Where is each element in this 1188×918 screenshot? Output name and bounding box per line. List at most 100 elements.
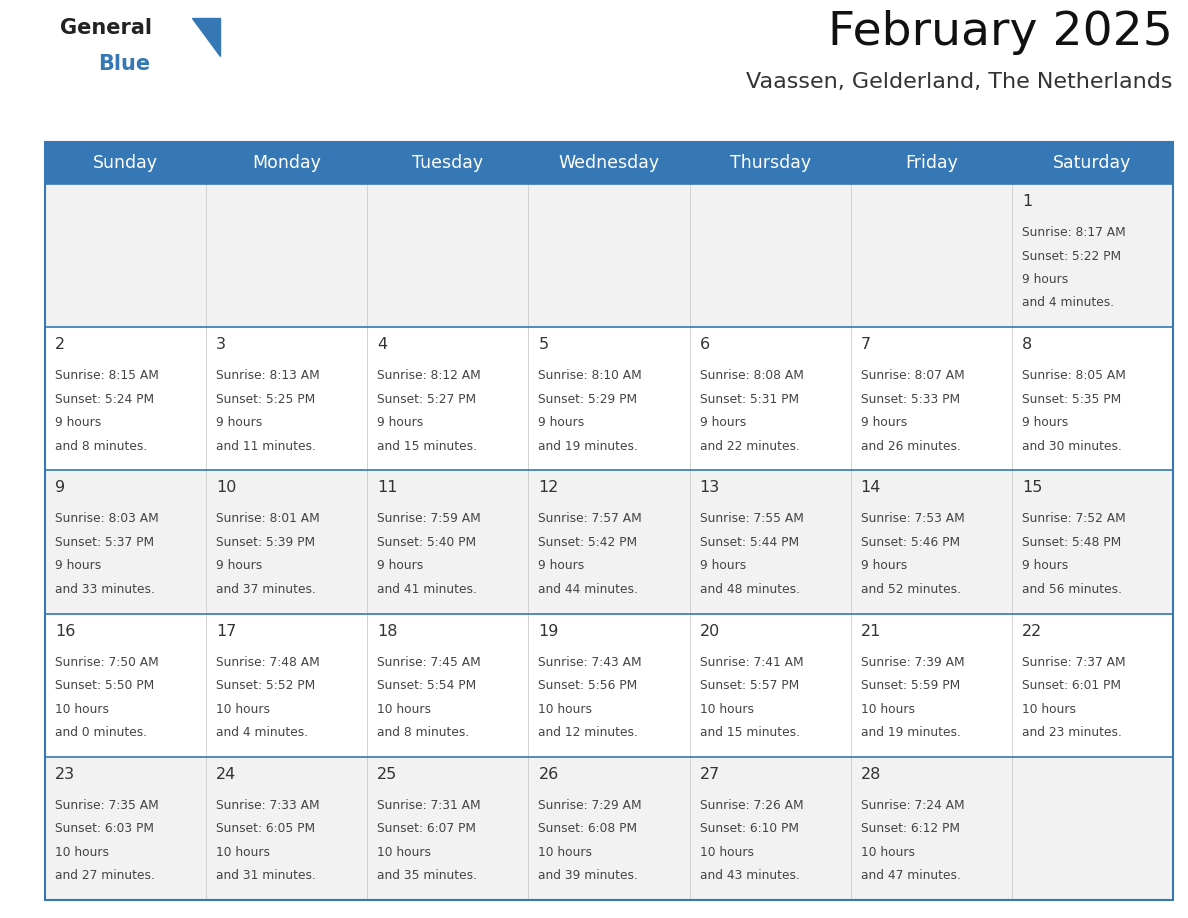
Text: Sunrise: 7:39 AM: Sunrise: 7:39 AM <box>861 655 965 668</box>
Text: and 11 minutes.: and 11 minutes. <box>216 440 316 453</box>
Text: 24: 24 <box>216 767 236 782</box>
Text: Sunrise: 7:55 AM: Sunrise: 7:55 AM <box>700 512 803 525</box>
Text: and 23 minutes.: and 23 minutes. <box>1022 726 1121 739</box>
Text: 15: 15 <box>1022 480 1042 496</box>
Text: 2: 2 <box>55 337 65 353</box>
Bar <box>45 142 1173 184</box>
Text: Sunrise: 7:43 AM: Sunrise: 7:43 AM <box>538 655 642 668</box>
Text: and 43 minutes.: and 43 minutes. <box>700 869 800 882</box>
Text: 10 hours: 10 hours <box>378 702 431 716</box>
Text: 9: 9 <box>55 480 65 496</box>
Text: 14: 14 <box>861 480 881 496</box>
Text: 7: 7 <box>861 337 871 353</box>
Text: Sunset: 5:39 PM: Sunset: 5:39 PM <box>216 536 315 549</box>
Text: February 2025: February 2025 <box>828 10 1173 55</box>
Text: 9 hours: 9 hours <box>700 559 746 573</box>
Text: 3: 3 <box>216 337 226 353</box>
Text: 10 hours: 10 hours <box>216 845 270 859</box>
Text: Sunset: 5:57 PM: Sunset: 5:57 PM <box>700 679 798 692</box>
Text: Tuesday: Tuesday <box>412 154 484 172</box>
Text: 17: 17 <box>216 623 236 639</box>
Text: and 52 minutes.: and 52 minutes. <box>861 583 961 596</box>
Bar <box>45 756 1173 900</box>
Text: 10 hours: 10 hours <box>55 845 109 859</box>
Text: Sunset: 6:03 PM: Sunset: 6:03 PM <box>55 823 154 835</box>
Text: Thursday: Thursday <box>729 154 810 172</box>
Text: 9 hours: 9 hours <box>378 559 424 573</box>
Text: Sunrise: 7:59 AM: Sunrise: 7:59 AM <box>378 512 481 525</box>
Text: Sunset: 5:33 PM: Sunset: 5:33 PM <box>861 393 960 406</box>
Text: Sunrise: 7:48 AM: Sunrise: 7:48 AM <box>216 655 320 668</box>
Text: and 12 minutes.: and 12 minutes. <box>538 726 638 739</box>
Text: Sunrise: 8:03 AM: Sunrise: 8:03 AM <box>55 512 159 525</box>
Text: Sunrise: 7:35 AM: Sunrise: 7:35 AM <box>55 799 159 812</box>
Text: Sunset: 5:56 PM: Sunset: 5:56 PM <box>538 679 638 692</box>
Text: Sunset: 5:50 PM: Sunset: 5:50 PM <box>55 679 154 692</box>
Text: Sunset: 6:08 PM: Sunset: 6:08 PM <box>538 823 638 835</box>
Text: Sunset: 5:25 PM: Sunset: 5:25 PM <box>216 393 315 406</box>
Text: 10 hours: 10 hours <box>700 702 753 716</box>
Text: Vaassen, Gelderland, The Netherlands: Vaassen, Gelderland, The Netherlands <box>746 72 1173 92</box>
Text: and 31 minutes.: and 31 minutes. <box>216 869 316 882</box>
Text: Sunrise: 8:05 AM: Sunrise: 8:05 AM <box>1022 369 1126 382</box>
Text: Sunrise: 7:26 AM: Sunrise: 7:26 AM <box>700 799 803 812</box>
Text: Sunset: 5:44 PM: Sunset: 5:44 PM <box>700 536 798 549</box>
Text: 9 hours: 9 hours <box>538 416 584 430</box>
Text: 25: 25 <box>378 767 398 782</box>
Text: 19: 19 <box>538 623 558 639</box>
Text: and 47 minutes.: and 47 minutes. <box>861 869 961 882</box>
Text: 9 hours: 9 hours <box>1022 416 1068 430</box>
Text: and 22 minutes.: and 22 minutes. <box>700 440 800 453</box>
Text: Sunrise: 7:53 AM: Sunrise: 7:53 AM <box>861 512 965 525</box>
Text: and 48 minutes.: and 48 minutes. <box>700 583 800 596</box>
Text: and 44 minutes.: and 44 minutes. <box>538 583 638 596</box>
Text: 10 hours: 10 hours <box>861 845 915 859</box>
Text: 10: 10 <box>216 480 236 496</box>
Text: 9 hours: 9 hours <box>216 416 263 430</box>
Text: Sunrise: 7:45 AM: Sunrise: 7:45 AM <box>378 655 481 668</box>
Text: Sunrise: 7:29 AM: Sunrise: 7:29 AM <box>538 799 642 812</box>
Text: 9 hours: 9 hours <box>538 559 584 573</box>
Text: Sunset: 6:12 PM: Sunset: 6:12 PM <box>861 823 960 835</box>
Text: 9 hours: 9 hours <box>1022 559 1068 573</box>
Text: Sunrise: 7:52 AM: Sunrise: 7:52 AM <box>1022 512 1125 525</box>
Text: Sunrise: 8:13 AM: Sunrise: 8:13 AM <box>216 369 320 382</box>
Text: and 26 minutes.: and 26 minutes. <box>861 440 961 453</box>
Text: Sunrise: 7:50 AM: Sunrise: 7:50 AM <box>55 655 159 668</box>
Polygon shape <box>192 18 220 56</box>
Text: Sunrise: 8:01 AM: Sunrise: 8:01 AM <box>216 512 320 525</box>
Text: Sunset: 5:52 PM: Sunset: 5:52 PM <box>216 679 315 692</box>
Text: 12: 12 <box>538 480 558 496</box>
Text: Saturday: Saturday <box>1054 154 1132 172</box>
Text: Sunset: 5:29 PM: Sunset: 5:29 PM <box>538 393 638 406</box>
Text: General: General <box>61 18 152 38</box>
Text: Sunrise: 8:12 AM: Sunrise: 8:12 AM <box>378 369 481 382</box>
Text: Wednesday: Wednesday <box>558 154 659 172</box>
Bar <box>45 470 1173 613</box>
Text: 10 hours: 10 hours <box>538 845 593 859</box>
Bar <box>45 184 1173 327</box>
Text: Sunrise: 7:41 AM: Sunrise: 7:41 AM <box>700 655 803 668</box>
Text: 11: 11 <box>378 480 398 496</box>
Text: Friday: Friday <box>905 154 958 172</box>
Text: 10 hours: 10 hours <box>216 702 270 716</box>
Text: 9 hours: 9 hours <box>55 416 101 430</box>
Bar <box>45 613 1173 756</box>
Text: 16: 16 <box>55 623 75 639</box>
Text: Monday: Monday <box>252 154 321 172</box>
Text: Sunset: 5:42 PM: Sunset: 5:42 PM <box>538 536 638 549</box>
Text: Sunset: 5:27 PM: Sunset: 5:27 PM <box>378 393 476 406</box>
Text: Sunrise: 8:10 AM: Sunrise: 8:10 AM <box>538 369 643 382</box>
Text: and 39 minutes.: and 39 minutes. <box>538 869 638 882</box>
Text: Sunset: 5:40 PM: Sunset: 5:40 PM <box>378 536 476 549</box>
Text: Sunrise: 8:17 AM: Sunrise: 8:17 AM <box>1022 226 1125 239</box>
Text: Blue: Blue <box>97 54 150 74</box>
Text: and 15 minutes.: and 15 minutes. <box>700 726 800 739</box>
Text: 10 hours: 10 hours <box>1022 702 1076 716</box>
Text: 10 hours: 10 hours <box>700 845 753 859</box>
Text: Sunset: 6:05 PM: Sunset: 6:05 PM <box>216 823 315 835</box>
Text: and 4 minutes.: and 4 minutes. <box>216 726 308 739</box>
Text: Sunset: 5:35 PM: Sunset: 5:35 PM <box>1022 393 1121 406</box>
Text: Sunset: 5:24 PM: Sunset: 5:24 PM <box>55 393 154 406</box>
Text: and 37 minutes.: and 37 minutes. <box>216 583 316 596</box>
